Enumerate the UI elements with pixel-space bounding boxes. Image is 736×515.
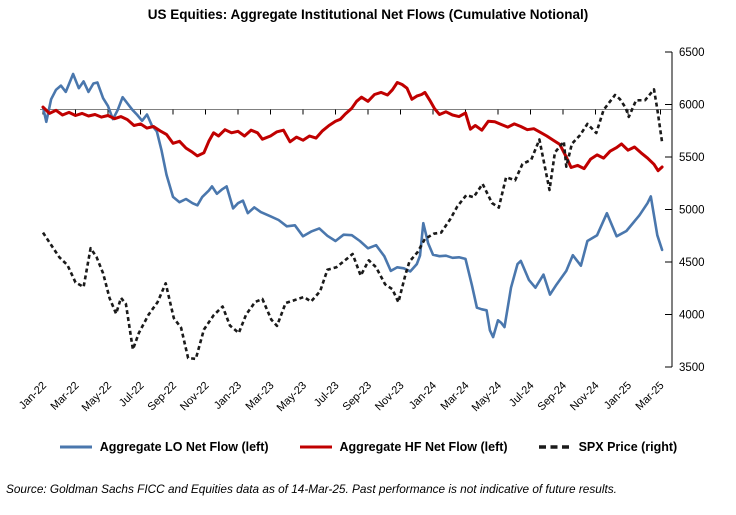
- x-axis-label: Jul-24: [507, 380, 537, 410]
- chart-title: US Equities: Aggregate Institutional Net…: [147, 7, 589, 22]
- x-axis-label: May-22: [80, 380, 114, 414]
- x-axis-label: Sep-22: [146, 380, 180, 414]
- right-axis-label: 3500: [679, 362, 705, 374]
- x-axis-label: Sep-23: [341, 380, 375, 414]
- x-axis-label: Mar-24: [438, 380, 471, 413]
- series-lo-line: [41, 72, 664, 339]
- legend-hf-line-swatch: [299, 445, 332, 449]
- right-axis-label: 4000: [679, 310, 705, 322]
- legend: Aggregate LO Net Flow (left) Aggregate HF…: [0, 440, 736, 454]
- x-axis-label: May-24: [470, 380, 504, 414]
- x-axis-label: Nov-23: [373, 380, 407, 414]
- x-axis-label: Mar-23: [243, 380, 276, 413]
- x-axis-label: Sep-24: [536, 380, 570, 414]
- x-axis-label: Jan-23: [212, 380, 244, 412]
- right-axis-label: 6000: [679, 100, 705, 112]
- x-axis-label: Jan-22: [17, 380, 49, 412]
- right-axis-label: 5500: [679, 152, 705, 164]
- series-spx-line: [41, 88, 664, 361]
- legend-lo-line-swatch: [59, 445, 92, 449]
- legend-spx-line-swatch: [538, 445, 571, 449]
- legend-label-hf: Aggregate HF Net Flow (left): [339, 440, 508, 454]
- x-axis-label: Jul-22: [117, 380, 147, 410]
- right-axis-label: 5000: [679, 205, 705, 217]
- legend-label-spx: SPX Price (right): [578, 440, 678, 454]
- source-note: Source: Goldman Sachs FICC and Equities …: [6, 482, 617, 496]
- series-hf-line: [41, 81, 664, 173]
- x-axis-label: Mar-25: [633, 380, 666, 413]
- legend-item-lo: Aggregate LO Net Flow (left): [59, 440, 269, 454]
- x-axis-label: Nov-24: [568, 380, 602, 414]
- x-axis-label: May-23: [275, 380, 309, 414]
- legend-label-lo: Aggregate LO Net Flow (left): [99, 440, 269, 454]
- legend-item-spx: SPX Price (right): [538, 440, 678, 454]
- legend-item-hf: Aggregate HF Net Flow (left): [299, 440, 508, 454]
- x-axis-label: Jan-25: [602, 380, 634, 412]
- right-axis-label: 4500: [679, 257, 705, 269]
- x-axis-label: Jul-23: [312, 380, 342, 410]
- right-axis-label: 6500: [679, 47, 705, 59]
- x-axis-label: Nov-22: [178, 380, 212, 414]
- x-axis-label: Jan-24: [407, 380, 439, 412]
- x-axis-label: Mar-22: [48, 380, 81, 413]
